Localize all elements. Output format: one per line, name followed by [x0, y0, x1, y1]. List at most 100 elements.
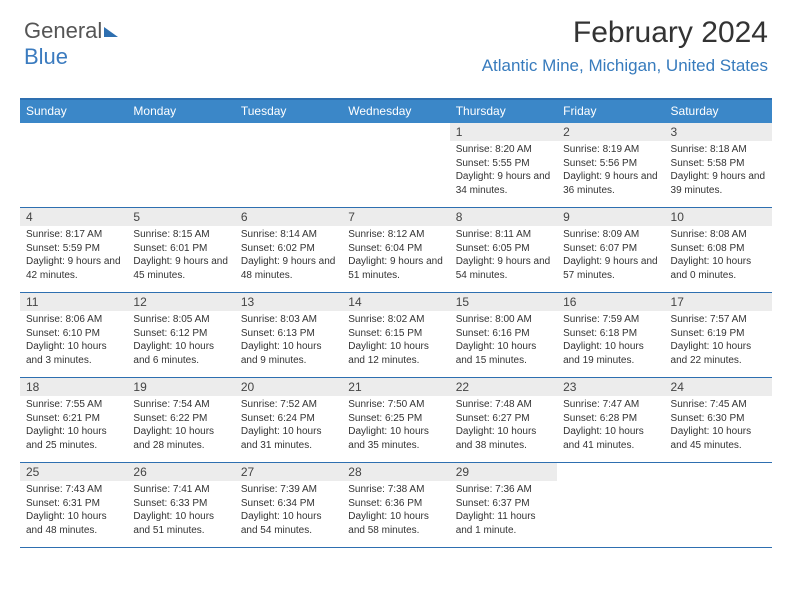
day-number: 29 [450, 463, 557, 481]
sunrise-text: Sunrise: 7:48 AM [456, 398, 551, 412]
calendar-cell: 23Sunrise: 7:47 AMSunset: 6:28 PMDayligh… [557, 378, 664, 462]
day-number: 18 [20, 378, 127, 396]
sunset-text: Sunset: 6:15 PM [348, 327, 443, 341]
sunrise-text: Sunrise: 8:15 AM [133, 228, 228, 242]
calendar-cell: 15Sunrise: 8:00 AMSunset: 6:16 PMDayligh… [450, 293, 557, 377]
sunrise-text: Sunrise: 8:02 AM [348, 313, 443, 327]
daylight-text: Daylight: 9 hours and 42 minutes. [26, 255, 121, 282]
calendar-cell: 2Sunrise: 8:19 AMSunset: 5:56 PMDaylight… [557, 123, 664, 207]
day-info: Sunrise: 7:48 AMSunset: 6:27 PMDaylight:… [450, 396, 557, 456]
header-wed: Wednesday [342, 100, 449, 123]
daylight-text: Daylight: 9 hours and 57 minutes. [563, 255, 658, 282]
daylight-text: Daylight: 10 hours and 6 minutes. [133, 340, 228, 367]
calendar-cell: 16Sunrise: 7:59 AMSunset: 6:18 PMDayligh… [557, 293, 664, 377]
sunrise-text: Sunrise: 7:50 AM [348, 398, 443, 412]
day-number: 13 [235, 293, 342, 311]
daylight-text: Daylight: 10 hours and 51 minutes. [133, 510, 228, 537]
calendar-cell: 7Sunrise: 8:12 AMSunset: 6:04 PMDaylight… [342, 208, 449, 292]
sunrise-text: Sunrise: 8:17 AM [26, 228, 121, 242]
sunset-text: Sunset: 6:36 PM [348, 497, 443, 511]
sunset-text: Sunset: 6:24 PM [241, 412, 336, 426]
header-sun: Sunday [20, 100, 127, 123]
day-number: 8 [450, 208, 557, 226]
sunrise-text: Sunrise: 7:39 AM [241, 483, 336, 497]
day-info: Sunrise: 8:06 AMSunset: 6:10 PMDaylight:… [20, 311, 127, 371]
sunrise-text: Sunrise: 7:52 AM [241, 398, 336, 412]
sunrise-text: Sunrise: 8:03 AM [241, 313, 336, 327]
calendar-cell: 11Sunrise: 8:06 AMSunset: 6:10 PMDayligh… [20, 293, 127, 377]
day-number: 17 [665, 293, 772, 311]
sunrise-text: Sunrise: 8:12 AM [348, 228, 443, 242]
calendar-cell [557, 463, 664, 547]
calendar-body: 1Sunrise: 8:20 AMSunset: 5:55 PMDaylight… [20, 123, 772, 548]
day-info: Sunrise: 7:45 AMSunset: 6:30 PMDaylight:… [665, 396, 772, 456]
sunrise-text: Sunrise: 7:54 AM [133, 398, 228, 412]
calendar-week: 1Sunrise: 8:20 AMSunset: 5:55 PMDaylight… [20, 123, 772, 208]
calendar: Sunday Monday Tuesday Wednesday Thursday… [20, 98, 772, 548]
day-number: 26 [127, 463, 234, 481]
calendar-cell: 6Sunrise: 8:14 AMSunset: 6:02 PMDaylight… [235, 208, 342, 292]
page-subtitle: Atlantic Mine, Michigan, United States [482, 56, 768, 76]
calendar-cell: 29Sunrise: 7:36 AMSunset: 6:37 PMDayligh… [450, 463, 557, 547]
calendar-week: 11Sunrise: 8:06 AMSunset: 6:10 PMDayligh… [20, 293, 772, 378]
daylight-text: Daylight: 9 hours and 36 minutes. [563, 170, 658, 197]
sunrise-text: Sunrise: 7:59 AM [563, 313, 658, 327]
daylight-text: Daylight: 10 hours and 41 minutes. [563, 425, 658, 452]
daylight-text: Daylight: 10 hours and 45 minutes. [671, 425, 766, 452]
daylight-text: Daylight: 10 hours and 35 minutes. [348, 425, 443, 452]
day-info: Sunrise: 8:08 AMSunset: 6:08 PMDaylight:… [665, 226, 772, 286]
day-number: 22 [450, 378, 557, 396]
sunset-text: Sunset: 6:04 PM [348, 242, 443, 256]
page-title: February 2024 [573, 16, 768, 50]
calendar-cell: 24Sunrise: 7:45 AMSunset: 6:30 PMDayligh… [665, 378, 772, 462]
day-number: 23 [557, 378, 664, 396]
sunset-text: Sunset: 6:07 PM [563, 242, 658, 256]
day-info: Sunrise: 7:38 AMSunset: 6:36 PMDaylight:… [342, 481, 449, 541]
day-info: Sunrise: 7:52 AMSunset: 6:24 PMDaylight:… [235, 396, 342, 456]
sunset-text: Sunset: 6:18 PM [563, 327, 658, 341]
day-info: Sunrise: 7:50 AMSunset: 6:25 PMDaylight:… [342, 396, 449, 456]
calendar-cell: 10Sunrise: 8:08 AMSunset: 6:08 PMDayligh… [665, 208, 772, 292]
header-sat: Saturday [665, 100, 772, 123]
sunset-text: Sunset: 6:30 PM [671, 412, 766, 426]
day-number: 27 [235, 463, 342, 481]
day-info: Sunrise: 7:43 AMSunset: 6:31 PMDaylight:… [20, 481, 127, 541]
logo-triangle-icon [104, 27, 118, 37]
calendar-cell: 8Sunrise: 8:11 AMSunset: 6:05 PMDaylight… [450, 208, 557, 292]
daylight-text: Daylight: 11 hours and 1 minute. [456, 510, 551, 537]
sunrise-text: Sunrise: 7:57 AM [671, 313, 766, 327]
day-info: Sunrise: 8:09 AMSunset: 6:07 PMDaylight:… [557, 226, 664, 286]
day-info: Sunrise: 8:00 AMSunset: 6:16 PMDaylight:… [450, 311, 557, 371]
header-tue: Tuesday [235, 100, 342, 123]
sunrise-text: Sunrise: 7:41 AM [133, 483, 228, 497]
day-number: 12 [127, 293, 234, 311]
day-number: 4 [20, 208, 127, 226]
logo: General Blue [24, 18, 118, 70]
sunrise-text: Sunrise: 8:08 AM [671, 228, 766, 242]
calendar-cell: 5Sunrise: 8:15 AMSunset: 6:01 PMDaylight… [127, 208, 234, 292]
daylight-text: Daylight: 9 hours and 45 minutes. [133, 255, 228, 282]
sunset-text: Sunset: 6:19 PM [671, 327, 766, 341]
sunrise-text: Sunrise: 8:19 AM [563, 143, 658, 157]
sunrise-text: Sunrise: 8:18 AM [671, 143, 766, 157]
day-number: 25 [20, 463, 127, 481]
day-number: 7 [342, 208, 449, 226]
sunset-text: Sunset: 5:58 PM [671, 157, 766, 171]
daylight-text: Daylight: 10 hours and 54 minutes. [241, 510, 336, 537]
day-number: 24 [665, 378, 772, 396]
day-number: 6 [235, 208, 342, 226]
day-number: 14 [342, 293, 449, 311]
calendar-cell [342, 123, 449, 207]
day-info: Sunrise: 8:20 AMSunset: 5:55 PMDaylight:… [450, 141, 557, 201]
day-info: Sunrise: 8:18 AMSunset: 5:58 PMDaylight:… [665, 141, 772, 201]
sunrise-text: Sunrise: 7:55 AM [26, 398, 121, 412]
day-number: 16 [557, 293, 664, 311]
day-number: 19 [127, 378, 234, 396]
daylight-text: Daylight: 10 hours and 9 minutes. [241, 340, 336, 367]
day-info: Sunrise: 8:15 AMSunset: 6:01 PMDaylight:… [127, 226, 234, 286]
sunset-text: Sunset: 6:05 PM [456, 242, 551, 256]
calendar-week: 25Sunrise: 7:43 AMSunset: 6:31 PMDayligh… [20, 463, 772, 548]
calendar-cell: 22Sunrise: 7:48 AMSunset: 6:27 PMDayligh… [450, 378, 557, 462]
header-thu: Thursday [450, 100, 557, 123]
calendar-cell [235, 123, 342, 207]
